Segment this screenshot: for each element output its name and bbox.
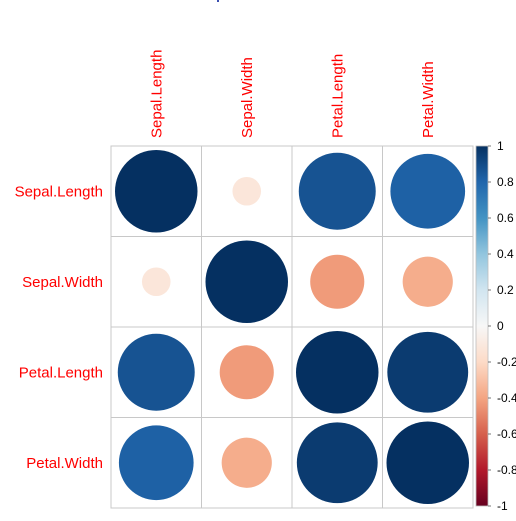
col-label-petal-width: Petal.Width [420,61,437,138]
colorbar-tick-label: 0.6 [497,211,514,225]
corr-circle-sepal-length-petal-length [298,152,376,230]
row-label-sepal-length: Sepal.Length [15,183,103,200]
correlation-circles [115,150,469,504]
colorbar-tick-label: 1 [497,139,504,153]
corr-circle-petal-length-sepal-length [117,333,195,411]
colorbar-tick-label: 0 [497,319,504,333]
colorbar: 1 0.8 0.6 0.4 0.2 0 -0.2 -0.4 -0.6 -0.8 -1 [475,139,516,513]
colorbar-tick-label: 0.8 [497,175,514,189]
corr-circle-petal-length-petal-width [387,331,469,413]
colorbar-tick-label: -0.6 [497,427,516,441]
col-label-petal-length: Petal.Length [329,54,346,138]
corr-circle-petal-length-petal-length [296,331,379,414]
colorbar-gradient [475,145,489,507]
corr-circle-petal-width-petal-length [296,422,378,504]
col-label-sepal-width: Sepal.Width [239,57,256,138]
corr-circle-petal-length-sepal-width [219,345,274,400]
colorbar-tick-label: 0.4 [497,247,514,261]
row-label-petal-width: Petal.Width [26,455,103,472]
stray-dot [217,0,219,2]
corr-circle-sepal-width-petal-length [310,254,365,309]
corr-circle-sepal-width-petal-width [402,256,453,307]
corr-circle-sepal-width-sepal-length [141,267,171,297]
corr-circle-sepal-length-sepal-width [232,176,262,206]
row-label-sepal-width: Sepal.Width [22,274,103,291]
corr-circle-petal-width-sepal-length [118,425,194,501]
col-label-sepal-length: Sepal.Length [148,50,165,138]
corr-circle-sepal-length-sepal-length [115,150,198,233]
colorbar-tick-label: -0.4 [497,391,516,405]
colorbar-tick-label: 0.2 [497,283,514,297]
corr-circle-sepal-width-sepal-width [205,240,288,323]
corr-circle-petal-width-petal-width [386,421,469,504]
variable-labels: Sepal.Length Sepal.Width Petal.Length Petal… [15,50,437,472]
row-label-petal-length: Petal.Length [19,364,103,381]
colorbar-tick-label: -1 [497,499,508,513]
corr-circle-sepal-length-petal-width [390,153,466,229]
colorbar-tick-label: -0.2 [497,355,516,369]
colorbar-tick-label: -0.8 [497,463,516,477]
corr-circle-petal-width-sepal-width [221,437,272,488]
